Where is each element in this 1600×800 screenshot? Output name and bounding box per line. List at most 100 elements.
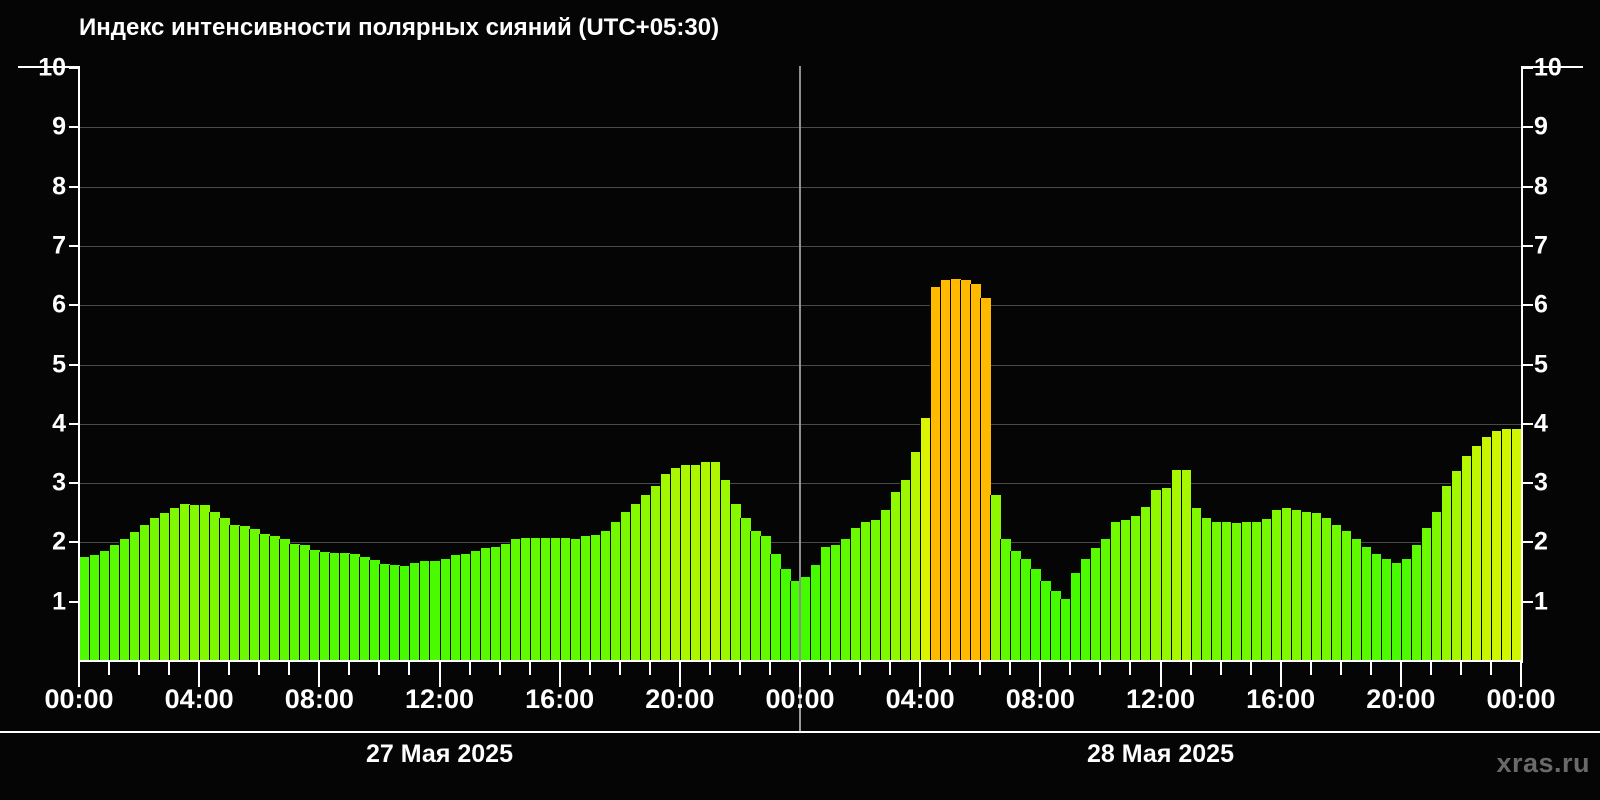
day-label-1: 27 Мая 2025 [366, 740, 513, 768]
x-tick-hour-46 [1459, 661, 1462, 675]
y-tick-right-4 [1523, 422, 1533, 425]
bar [429, 561, 441, 661]
bar [679, 465, 691, 661]
x-tick-hour-47 [1489, 661, 1492, 675]
bar [970, 284, 981, 661]
bar [139, 524, 150, 661]
x-tick-hour-6 [258, 661, 261, 675]
y-tick-label-right-10: 10 [1534, 53, 1562, 82]
bar [1270, 509, 1282, 661]
bar [569, 539, 581, 661]
bar [169, 508, 180, 661]
bar [830, 545, 841, 661]
x-axis-label-5: 20:00 [645, 684, 715, 714]
bar [479, 548, 491, 661]
x-tick-hour-23 [768, 661, 771, 675]
x-tick-hour-10 [378, 661, 381, 675]
bar [1340, 530, 1352, 661]
bar [920, 417, 931, 661]
bar [1320, 517, 1332, 661]
bar [589, 535, 601, 661]
bar [539, 537, 551, 661]
bar [1220, 521, 1232, 661]
bar [1110, 521, 1122, 661]
x-tick-hour-38 [1219, 661, 1222, 675]
y-tick-right-5 [1523, 363, 1533, 366]
bar [439, 559, 451, 661]
day-label-2: 28 Мая 2025 [1087, 740, 1234, 768]
bar [449, 555, 461, 661]
bar [89, 555, 100, 661]
bar [810, 564, 821, 661]
axis-top-right [1521, 66, 1583, 68]
bar [789, 580, 801, 661]
bar [249, 529, 260, 661]
x-axis-label-11: 20:00 [1366, 684, 1436, 714]
bar [129, 531, 140, 661]
y-tick-left-8 [69, 185, 79, 188]
bar [980, 298, 991, 661]
bar [199, 505, 210, 661]
y-tick-label-right-4: 4 [1534, 409, 1548, 438]
bar [469, 551, 481, 661]
bar [1240, 521, 1252, 661]
bar [329, 553, 340, 661]
y-tick-label-right-3: 3 [1534, 468, 1548, 497]
bar [1230, 522, 1242, 661]
bar [960, 280, 971, 661]
bar [900, 480, 911, 661]
x-tick-hour-32 [1039, 661, 1042, 687]
bar [659, 474, 671, 661]
bar [820, 547, 831, 661]
x-tick-hour-18 [618, 661, 621, 675]
x-tick-hour-4 [198, 661, 201, 687]
bar [319, 552, 330, 661]
x-tick-hour-14 [498, 661, 501, 675]
bar [1010, 551, 1021, 661]
bar [279, 539, 290, 661]
x-tick-hour-28 [919, 661, 922, 687]
bar [1070, 573, 1081, 661]
y-tick-right-6 [1523, 304, 1533, 307]
x-tick-hour-9 [348, 661, 351, 675]
y-tick-label-left-7: 7 [52, 231, 66, 260]
bar [669, 468, 681, 661]
bar [219, 517, 230, 661]
bar [389, 564, 401, 661]
y-tick-left-9 [69, 126, 79, 129]
bar [1430, 511, 1442, 661]
x-axis-label-6: 00:00 [765, 684, 835, 714]
y-tick-left-10 [69, 67, 79, 69]
y-tick-label-left-3: 3 [52, 468, 66, 497]
bar [719, 480, 731, 661]
bar [1080, 559, 1091, 661]
bar [1470, 446, 1482, 661]
y-tick-label-right-8: 8 [1534, 172, 1548, 201]
x-axis-label-9: 12:00 [1125, 684, 1196, 714]
bar [749, 530, 761, 661]
x-tick-hour-5 [228, 661, 231, 675]
bar [359, 557, 370, 661]
bar [1390, 563, 1402, 661]
bar [739, 517, 751, 661]
bar [149, 517, 160, 661]
bar [1490, 430, 1502, 661]
y-tick-label-left-9: 9 [52, 112, 66, 141]
bar [1360, 547, 1372, 661]
bar [1510, 428, 1522, 661]
bar [709, 462, 721, 661]
day-divider-line-lower [799, 661, 801, 731]
bar [639, 494, 651, 661]
x-tick-hour-29 [949, 661, 952, 675]
y-tick-right-3 [1523, 482, 1533, 485]
x-axis-label-8: 08:00 [1005, 684, 1075, 714]
x-tick-hour-44 [1399, 661, 1402, 687]
x-tick-hour-1 [108, 661, 111, 675]
bar [209, 511, 220, 661]
bar [99, 551, 110, 661]
y-tick-left-2 [69, 541, 79, 544]
bar [1450, 471, 1462, 661]
y-tick-label-left-6: 6 [52, 290, 66, 319]
bar [599, 530, 611, 661]
bar [649, 486, 661, 661]
